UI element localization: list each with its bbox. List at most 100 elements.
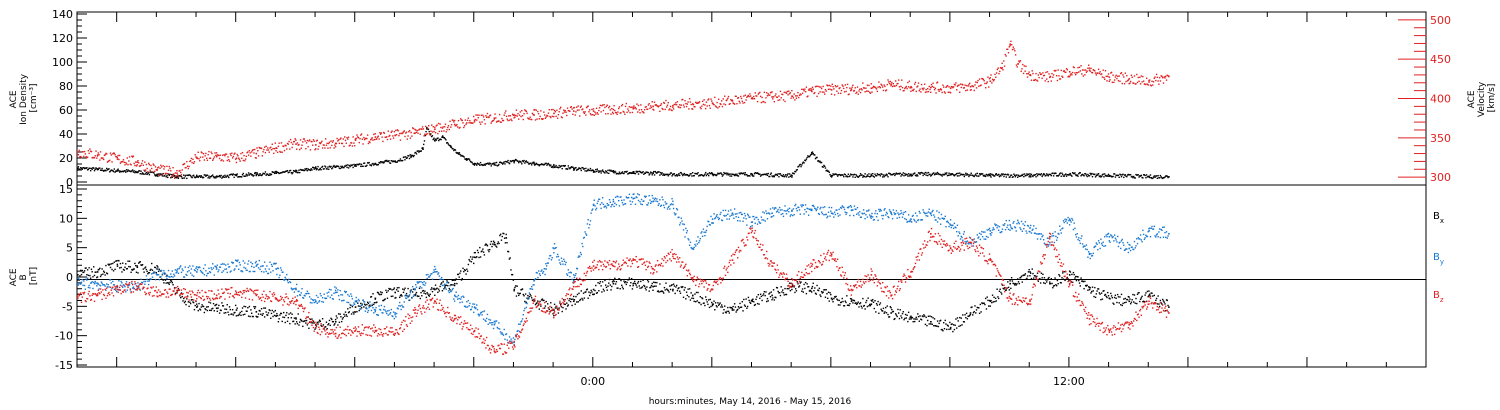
by-point xyxy=(299,294,302,296)
velocity-point xyxy=(518,114,521,116)
density-point xyxy=(477,163,479,165)
velocity-point xyxy=(534,119,537,121)
bx-point xyxy=(521,288,523,291)
velocity-point xyxy=(479,121,481,123)
density-point xyxy=(177,177,180,180)
bx-point xyxy=(318,321,320,323)
by-point xyxy=(453,294,456,297)
density-point xyxy=(339,167,341,170)
velocity-point xyxy=(324,138,327,140)
velocity-point xyxy=(181,169,183,171)
density-point xyxy=(362,165,364,168)
bx-point xyxy=(92,276,94,278)
bx-point xyxy=(688,288,691,290)
bottom-ylabel-line3: [nT] xyxy=(29,267,39,285)
density-point xyxy=(186,177,188,180)
bx-point xyxy=(1148,290,1150,292)
density-point xyxy=(691,175,693,177)
by-point xyxy=(195,267,197,269)
density-point xyxy=(756,172,758,174)
density-point xyxy=(190,176,193,178)
bx-point xyxy=(1099,293,1101,295)
velocity-point xyxy=(493,117,496,119)
bx-point xyxy=(290,317,293,319)
density-point xyxy=(830,175,832,177)
bx-point xyxy=(677,287,679,290)
bx-point xyxy=(858,306,860,308)
velocity-point xyxy=(782,93,784,96)
velocity-point xyxy=(485,115,487,117)
density-point xyxy=(83,167,86,170)
density-point xyxy=(666,173,668,176)
density-point xyxy=(576,168,579,171)
velocity-point xyxy=(947,91,949,94)
bx-point xyxy=(994,297,997,300)
density-point xyxy=(629,172,631,174)
density-point xyxy=(927,171,930,174)
velocity-point xyxy=(894,80,897,82)
density-point xyxy=(257,174,260,177)
bx-point xyxy=(1068,280,1070,282)
velocity-point xyxy=(1043,74,1046,77)
bx-point xyxy=(691,297,693,299)
bx-point xyxy=(989,305,991,307)
by-point xyxy=(414,288,416,291)
velocity-point xyxy=(153,164,155,166)
by-point xyxy=(119,284,122,286)
velocity-point xyxy=(386,136,388,138)
bx-point xyxy=(212,302,215,305)
velocity-point xyxy=(763,91,766,94)
bx-point xyxy=(687,288,689,290)
by-point xyxy=(274,263,277,265)
density-point xyxy=(761,173,763,176)
density-point xyxy=(1161,177,1164,180)
bx-point xyxy=(311,318,313,320)
velocity-point xyxy=(595,113,597,115)
bx-point xyxy=(334,321,337,323)
by-point xyxy=(138,286,140,288)
density-point xyxy=(1138,176,1140,178)
by-point xyxy=(150,278,152,280)
velocity-point xyxy=(345,142,347,144)
by-point xyxy=(267,272,270,275)
velocity-point xyxy=(620,112,622,114)
velocity-point xyxy=(685,105,688,108)
bx-point xyxy=(605,286,608,289)
velocity-point xyxy=(341,142,343,145)
density-point xyxy=(444,137,446,140)
velocity-point xyxy=(821,91,824,93)
density-point xyxy=(870,173,872,175)
velocity-point xyxy=(775,96,778,98)
bx-point xyxy=(230,313,232,315)
bx-point xyxy=(116,263,119,266)
by-point xyxy=(175,272,177,274)
velocity-point xyxy=(1128,78,1131,80)
velocity-point xyxy=(392,137,395,139)
bx-point xyxy=(632,284,634,287)
velocity-point xyxy=(849,87,851,89)
density-point xyxy=(1139,175,1142,177)
density-point xyxy=(789,175,792,178)
density-point xyxy=(268,174,270,176)
velocity-point xyxy=(567,109,570,112)
density-point xyxy=(739,173,741,175)
density-point xyxy=(897,173,899,175)
density-point xyxy=(89,169,92,172)
density-point xyxy=(826,169,828,171)
density-point xyxy=(1072,172,1075,175)
velocity-point xyxy=(1125,80,1127,83)
by-point xyxy=(276,267,279,269)
velocity-point xyxy=(472,122,474,124)
density-point xyxy=(856,175,858,177)
density-point xyxy=(77,169,79,171)
bx-point xyxy=(617,287,619,289)
bx-point xyxy=(1110,295,1113,297)
bx-point xyxy=(1028,268,1030,271)
density-point xyxy=(431,135,434,137)
density-point xyxy=(195,176,197,178)
velocity-point xyxy=(115,155,117,158)
density-point xyxy=(1037,173,1040,175)
velocity-point xyxy=(207,153,209,156)
bx-point xyxy=(293,317,296,319)
density-point xyxy=(1035,176,1037,178)
